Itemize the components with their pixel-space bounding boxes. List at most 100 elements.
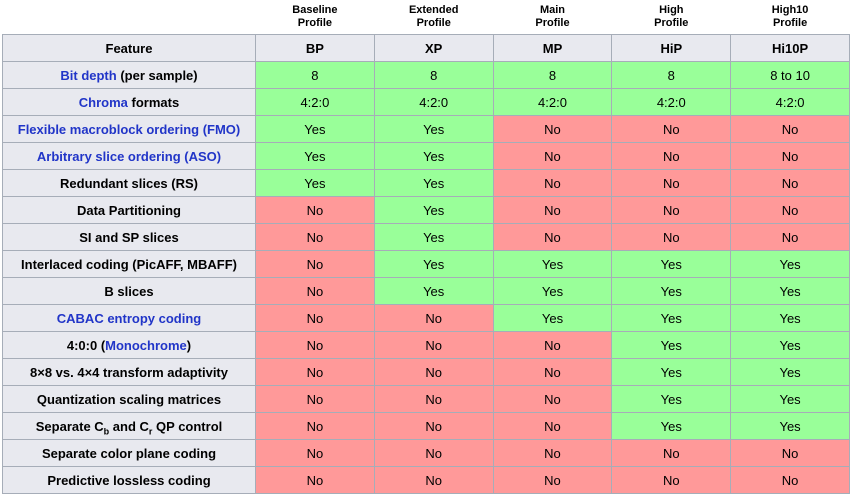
feature-label-text: Quantization scaling matrices: [36, 391, 222, 407]
flexible-macroblock-ordering-fmo-link[interactable]: Flexible macroblock ordering (FMO): [17, 121, 241, 137]
value-cell-hip-separate-color-plane-coding: No: [611, 439, 732, 467]
profile-names-row: Baseline Profile Extended Profile Main Profil…: [2, 2, 850, 35]
value-cell-mp-cabac-entropy-coding: Yes: [492, 304, 613, 332]
value-cell-hi10p-flexible-macroblock-ordering-fmo: No: [730, 115, 850, 143]
feature-label-text: B slices: [104, 283, 154, 299]
value-cell-bp-chroma-formats: 4:2:0: [255, 88, 375, 116]
value-cell-bp-4-0-0-monochrome: No: [255, 331, 375, 359]
feature-label-data-partitioning: Data Partitioning: [2, 196, 256, 224]
value-cell-hi10p-data-partitioning: No: [730, 196, 850, 224]
profile-name-line: Profile: [654, 17, 689, 29]
bit-depth-link[interactable]: Bit depth: [60, 67, 117, 83]
value-cell-hi10p-separate-color-plane-coding: No: [730, 439, 850, 467]
value-cell-bp-data-partitioning: No: [255, 196, 375, 224]
feature-label-text: Separate color plane coding: [41, 445, 217, 461]
profile-name-mp: Main Profile: [493, 2, 612, 35]
monochrome-link[interactable]: Monochrome: [105, 337, 187, 353]
value-cell-mp-flexible-macroblock-ordering-fmo: No: [492, 115, 613, 143]
feature-label-text: SI and SP slices: [79, 229, 179, 245]
value-cell-mp-redundant-slices-rs: No: [492, 169, 613, 197]
feature-label-flexible-macroblock-ordering-fmo: Flexible macroblock ordering (FMO): [2, 115, 256, 143]
feature-row-4-0-0-monochrome: 4:0:0 (Monochrome) No No No Yes Yes: [2, 331, 850, 359]
profile-abbr-hi10p: Hi10P: [730, 34, 850, 62]
feature-label-bit-depth-per-sample: Bit depth (per sample): [2, 61, 256, 89]
profile-abbr-bp: BP: [255, 34, 375, 62]
value-cell-hi10p-quantization-scaling-matrices: Yes: [730, 385, 850, 413]
value-cell-mp-separate-color-plane-coding: No: [492, 439, 613, 467]
value-cell-bp-arbitrary-slice-ordering-aso: Yes: [255, 142, 375, 170]
profile-name-line: Profile: [772, 17, 808, 29]
profile-name-line: Main: [539, 4, 566, 16]
value-cell-hi10p-b-slices: Yes: [730, 277, 850, 305]
value-cell-mp-8-8-vs-4-4-transform-adaptivity: No: [492, 358, 613, 386]
value-cell-hip-8-8-vs-4-4-transform-adaptivity: Yes: [611, 358, 732, 386]
value-cell-bp-quantization-scaling-matrices: No: [255, 385, 375, 413]
value-cell-xp-8-8-vs-4-4-transform-adaptivity: No: [373, 358, 494, 386]
profile-name-line: High10: [771, 4, 809, 16]
feature-label-predictive-lossless-coding: Predictive lossless coding: [2, 466, 256, 494]
feature-label-text: Predictive lossless coding: [47, 472, 211, 488]
feature-column-header: Feature: [2, 34, 256, 62]
feature-row-separate-c-b-and-c-r-qp-control: Separate Cb and Cr QP control No No No Yes Ye…: [2, 412, 850, 440]
value-cell-xp-separate-c-b-and-c-r-qp-control: No: [373, 412, 494, 440]
value-cell-mp-data-partitioning: No: [492, 196, 613, 224]
profile-name-xp: Extended Profile: [374, 2, 494, 35]
value-cell-xp-interlaced-coding-picaff-mbaff: Yes: [373, 250, 494, 278]
value-cell-xp-separate-color-plane-coding: No: [373, 439, 494, 467]
profile-abbr-mp: MP: [492, 34, 613, 62]
value-cell-hi10p-predictive-lossless-coding: No: [730, 466, 850, 494]
value-cell-bp-separate-c-b-and-c-r-qp-control: No: [255, 412, 375, 440]
chroma-link[interactable]: Chroma: [78, 94, 128, 110]
value-cell-hip-data-partitioning: No: [611, 196, 732, 224]
feature-label-4-0-0-monochrome: 4:0:0 (Monochrome): [2, 331, 256, 359]
value-cell-hip-cabac-entropy-coding: Yes: [611, 304, 732, 332]
feature-label-chroma-formats: Chroma formats: [2, 88, 256, 116]
value-cell-bp-si-and-sp-slices: No: [255, 223, 375, 251]
feature-label-text: Separate C: [35, 418, 104, 434]
feature-label-text: 4:0:0 (: [66, 337, 106, 353]
feature-label-b-slices: B slices: [2, 277, 256, 305]
feature-row-redundant-slices-rs: Redundant slices (RS) Yes Yes No No No: [2, 169, 850, 197]
profile-abbr-header-row: Feature BP XP MP HiP Hi10P: [2, 34, 850, 62]
value-cell-hip-si-and-sp-slices: No: [611, 223, 732, 251]
feature-row-interlaced-coding-picaff-mbaff: Interlaced coding (PicAFF, MBAFF) No Yes Ye…: [2, 250, 850, 278]
value-cell-xp-flexible-macroblock-ordering-fmo: Yes: [373, 115, 494, 143]
feature-label-text: QP control: [152, 418, 223, 434]
value-cell-xp-chroma-formats: 4:2:0: [373, 88, 494, 116]
value-cell-hi10p-interlaced-coding-picaff-mbaff: Yes: [730, 250, 850, 278]
feature-row-b-slices: B slices No Yes Yes Yes Yes: [2, 277, 850, 305]
profile-name-line: High: [659, 4, 684, 16]
value-cell-mp-bit-depth-per-sample: 8: [492, 61, 613, 89]
subscript-text: r: [148, 426, 153, 437]
value-cell-hi10p-chroma-formats: 4:2:0: [730, 88, 850, 116]
value-cell-mp-arbitrary-slice-ordering-aso: No: [492, 142, 613, 170]
feature-label-text: Data Partitioning: [76, 202, 181, 218]
feature-row-si-and-sp-slices: SI and SP slices No Yes No No No: [2, 223, 850, 251]
feature-label-cabac-entropy-coding: CABAC entropy coding: [2, 304, 256, 332]
value-cell-mp-separate-c-b-and-c-r-qp-control: No: [492, 412, 613, 440]
value-cell-bp-cabac-entropy-coding: No: [255, 304, 375, 332]
value-cell-xp-arbitrary-slice-ordering-aso: Yes: [373, 142, 494, 170]
feature-label-text: formats: [127, 94, 180, 110]
arbitrary-slice-ordering-aso-link[interactable]: Arbitrary slice ordering (ASO): [36, 148, 222, 164]
corner-spacer: [2, 2, 256, 35]
feature-label-text: Interlaced coding (PicAFF, MBAFF): [21, 256, 237, 272]
feature-label-text: 8×8 vs. 4×4 transform adaptivity: [30, 364, 228, 380]
cabac-entropy-coding-link[interactable]: CABAC entropy coding: [56, 310, 202, 326]
value-cell-xp-predictive-lossless-coding: No: [373, 466, 494, 494]
feature-row-data-partitioning: Data Partitioning No Yes No No No: [2, 196, 850, 224]
value-cell-mp-interlaced-coding-picaff-mbaff: Yes: [492, 250, 613, 278]
profile-name-line: Profile: [297, 17, 333, 29]
value-cell-mp-predictive-lossless-coding: No: [492, 466, 613, 494]
value-cell-hi10p-4-0-0-monochrome: Yes: [730, 331, 850, 359]
profile-abbr-xp: XP: [373, 34, 494, 62]
value-cell-hip-arbitrary-slice-ordering-aso: No: [611, 142, 732, 170]
value-cell-mp-b-slices: Yes: [492, 277, 613, 305]
value-cell-hi10p-separate-c-b-and-c-r-qp-control: Yes: [730, 412, 850, 440]
feature-label-8-8-vs-4-4-transform-adaptivity: 8×8 vs. 4×4 transform adaptivity: [2, 358, 256, 386]
value-cell-mp-quantization-scaling-matrices: No: [492, 385, 613, 413]
value-cell-hi10p-redundant-slices-rs: No: [730, 169, 850, 197]
value-cell-xp-4-0-0-monochrome: No: [373, 331, 494, 359]
value-cell-hip-flexible-macroblock-ordering-fmo: No: [611, 115, 732, 143]
feature-label-interlaced-coding-picaff-mbaff: Interlaced coding (PicAFF, MBAFF): [2, 250, 256, 278]
